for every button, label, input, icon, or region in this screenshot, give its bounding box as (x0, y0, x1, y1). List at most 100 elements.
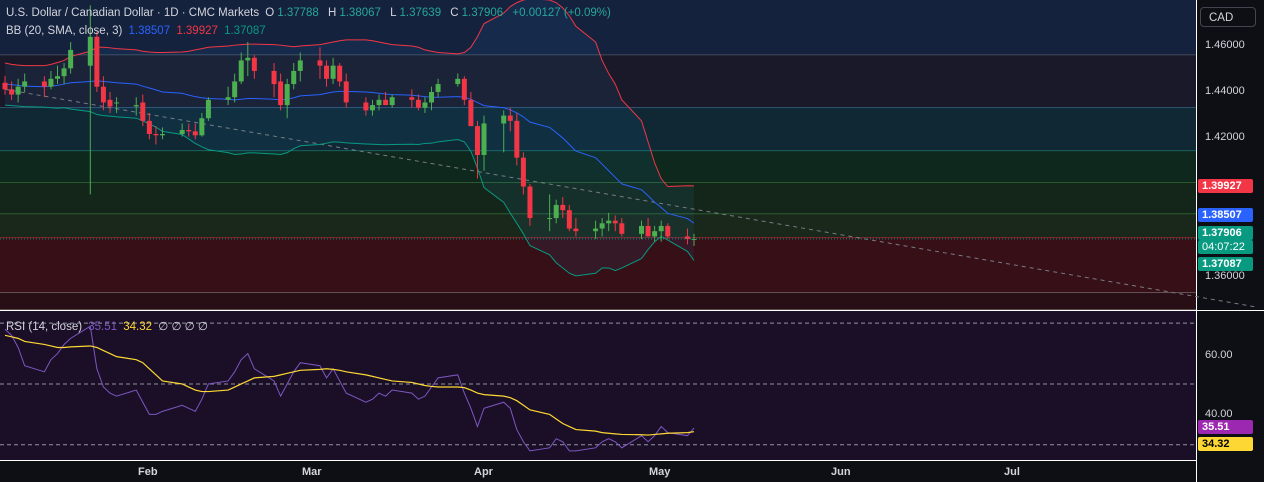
candle-body (606, 220, 612, 224)
basis-price-label: 1.38507 (1198, 208, 1253, 222)
date-tick-jul: Jul (1004, 466, 1020, 478)
candle-body (612, 220, 618, 224)
price-zone (0, 107, 1196, 152)
candle-body (573, 228, 579, 232)
bollinger-label[interactable]: BB (20, SMA, close, 3) (6, 25, 123, 37)
upper-band-price-label: 1.39927 (1198, 179, 1253, 193)
date-tick-may: May (649, 466, 671, 478)
candle-body (114, 102, 120, 104)
candle-body (337, 65, 343, 82)
candle-body (474, 126, 480, 155)
candle-body (100, 86, 106, 103)
candle-body (159, 133, 165, 136)
bollinger-lower-line (4, 104, 695, 277)
price-tick: 1.36000 (1205, 270, 1245, 282)
change-value: +0.00127 (+0.09%) (512, 7, 611, 19)
price-zone (0, 151, 1196, 183)
high-label: H (328, 7, 337, 19)
candle-body (383, 99, 389, 106)
candle-body (54, 76, 60, 79)
candle-body (639, 225, 645, 234)
candle-body (409, 97, 415, 100)
rsi-tick: 40.00 (1205, 408, 1233, 420)
currency-button[interactable]: CAD (1200, 7, 1256, 27)
candle-body (527, 186, 533, 219)
candle-body (553, 204, 559, 219)
date-tick-feb: Feb (138, 466, 158, 478)
candle-body (481, 123, 487, 155)
candle-body (2, 82, 8, 90)
candle-body (422, 102, 428, 108)
price-tick: 1.44000 (1205, 85, 1245, 97)
candle-body (507, 115, 513, 121)
bollinger-legend: BB (20, SMA, close, 3) 1.38507 1.39927 1… (6, 25, 269, 37)
candle-body (665, 225, 671, 237)
close-label: C (450, 7, 459, 19)
candle-body (140, 102, 146, 121)
candle-body (652, 231, 658, 237)
candle-body (520, 157, 526, 187)
candle-body (619, 223, 625, 234)
bollinger-upper-value: 1.39927 (176, 25, 218, 37)
candle-body (41, 81, 47, 87)
candle-body (291, 70, 297, 85)
low-value: 1.37639 (399, 7, 442, 19)
candle-body (284, 84, 290, 106)
candle-body (566, 210, 572, 229)
open-value: 1.37788 (277, 7, 319, 19)
lower-band-price-label: 1.37087 (1198, 257, 1253, 271)
close-value: 1.37906 (461, 7, 504, 19)
candle-body (330, 65, 336, 79)
candle-body (369, 105, 375, 111)
price-zone (0, 292, 1196, 310)
candle-body (192, 131, 198, 136)
candle-body (317, 60, 323, 66)
rsi-tick: 60.00 (1205, 349, 1233, 361)
candle-body (68, 49, 74, 69)
candle-body (429, 91, 435, 103)
rsi-extra-values: ∅ ∅ ∅ ∅ (158, 321, 208, 333)
candle-body (684, 236, 690, 240)
price-zone (0, 0, 1196, 56)
date-tick-apr: Apr (474, 466, 493, 478)
candle-body (186, 130, 192, 132)
symbol-title[interactable]: U.S. Dollar / Canadian Dollar · 1D · CMC… (6, 7, 260, 19)
rsi-line (4, 325, 695, 452)
candle-body (199, 118, 205, 136)
price-tick: 1.42000 (1205, 131, 1245, 143)
candle-body (22, 81, 28, 87)
rsi-label[interactable]: RSI (14, close) (6, 321, 83, 333)
candle-body (48, 78, 54, 87)
price-zone (0, 237, 1196, 293)
rsi-pane-background (0, 311, 1196, 460)
rsi-ma-value-label: 34.32 (1198, 437, 1253, 451)
candle-body (87, 36, 93, 66)
price-zone (0, 55, 1196, 108)
candle-body (376, 99, 382, 106)
open-label: O (265, 7, 275, 19)
candle-body (501, 115, 507, 124)
candle-body (271, 70, 277, 85)
candle-countdown: 04:07:22 (1198, 240, 1253, 254)
candle-body (560, 204, 566, 211)
bollinger-basis-line (4, 80, 695, 224)
candle-body (324, 65, 330, 79)
candle-body (232, 81, 238, 98)
rsi-ma-line (4, 334, 695, 436)
candle-body (435, 84, 441, 92)
candle-body (245, 57, 251, 61)
candle-body (658, 225, 664, 232)
candle-body (238, 60, 244, 82)
candle-body (547, 218, 553, 220)
candle-body (389, 97, 395, 106)
candle-body (15, 86, 21, 95)
candle-body (94, 36, 100, 87)
candle-body (455, 78, 461, 85)
candle-body (461, 78, 467, 100)
candle-body (297, 60, 303, 71)
rsi-legend: RSI (14, close) 35.51 34.32 ∅ ∅ ∅ ∅ (6, 319, 211, 333)
candle-body (514, 120, 520, 158)
candle-body (278, 81, 284, 106)
last-price-label: 1.37906 (1198, 226, 1253, 240)
